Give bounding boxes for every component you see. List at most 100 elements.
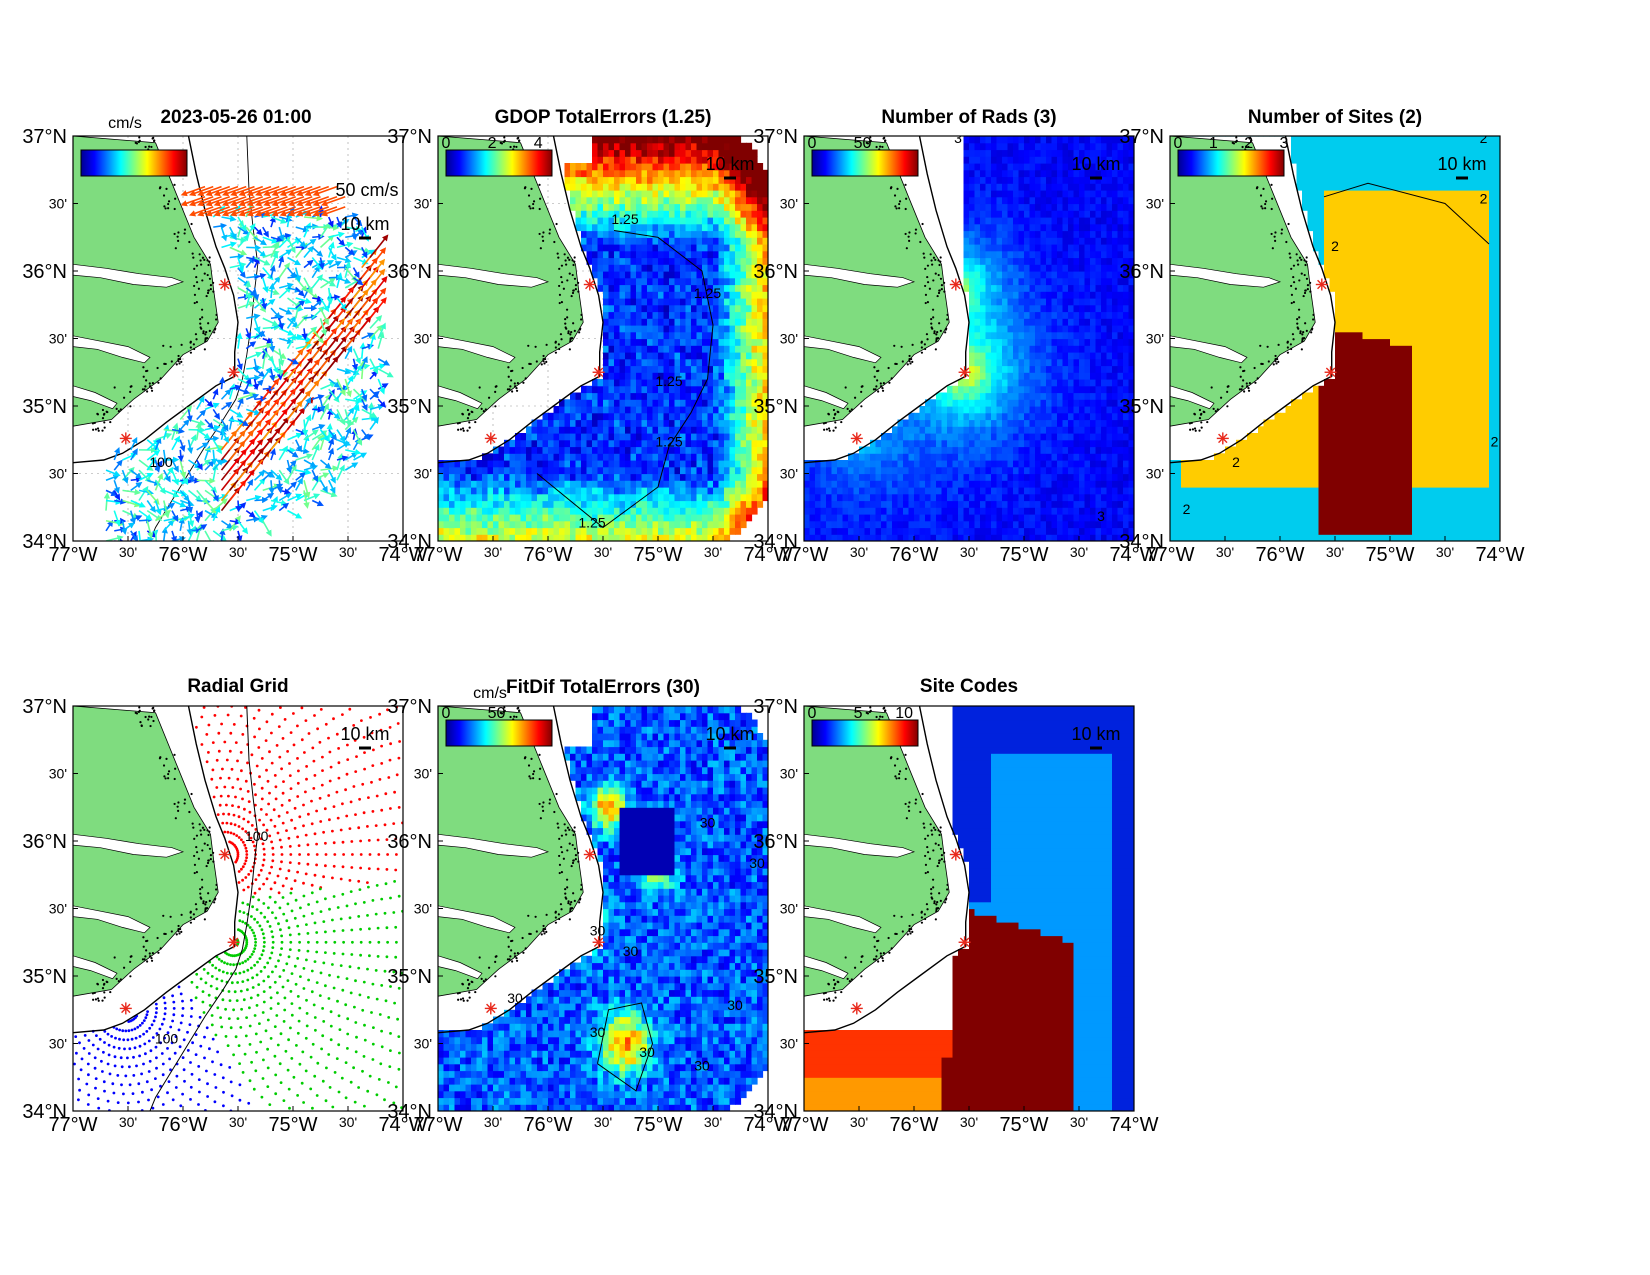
map-area: 2 2 2 2 2 2 — [1170, 136, 1500, 541]
lon-tick-label: 77°W — [48, 544, 97, 566]
river-2 — [438, 335, 516, 364]
land-layer — [73, 706, 239, 1034]
land-layer — [1170, 136, 1336, 464]
lat-tick-label: 37°N — [753, 126, 798, 148]
lat-tick-label: 36°N — [22, 831, 67, 853]
panel-title: Number of Sites (2) — [1248, 107, 1422, 128]
lon-tick-label: 76°W — [889, 544, 938, 566]
contour-label: 30 — [700, 815, 716, 831]
lat-tick-label: 34°N — [753, 531, 798, 553]
river-3 — [438, 955, 483, 980]
colorbar-tick: 2 — [1244, 135, 1253, 152]
contour-label: 1.25 — [694, 285, 721, 301]
colorbar-unit: cm/s — [108, 115, 142, 132]
contour-label: 30 — [590, 923, 606, 939]
lat-tick-label: 30' — [49, 766, 67, 782]
lat-tick-label: 30' — [49, 1036, 67, 1052]
lat-tick-label: 30' — [414, 1036, 432, 1052]
vector-scale-label: 50 cm/s — [335, 180, 398, 200]
river-1 — [438, 833, 550, 858]
river-3 — [73, 955, 118, 980]
radar-site-marker — [119, 432, 132, 445]
river-1 — [73, 833, 185, 858]
colorbar-tick: 0 — [808, 135, 817, 152]
lon-tick-label: 30' — [960, 1114, 978, 1130]
radar-site-marker — [949, 278, 962, 291]
colorbar-tick: 2 — [488, 135, 497, 152]
radar-site-marker — [592, 366, 605, 379]
panel-title: Radial Grid — [187, 676, 288, 697]
radar-site-marker — [850, 1002, 863, 1015]
lon-tick-label: 30' — [594, 544, 612, 560]
lon-tick-label: 30' — [484, 544, 502, 560]
lon-tick-label: 75°W — [633, 1114, 682, 1136]
lat-tick-label: 37°N — [387, 696, 432, 718]
lat-tick-label: 36°N — [22, 261, 67, 283]
marsh-dots — [91, 136, 218, 432]
colorbar-tick: 0 — [442, 705, 451, 722]
radar-site-marker — [1324, 366, 1337, 379]
panel-gdop: 1.25 1.25 1.25 1.25 1.25 37°N 30' 36°N 30' 35°N 30… — [387, 107, 792, 566]
lon-tick-label: 74°W — [1109, 1114, 1158, 1136]
river-2 — [73, 335, 151, 364]
lat-tick-label: 34°N — [22, 1101, 67, 1123]
land-layer — [438, 136, 604, 464]
panel-fitdif: 30 30 30 30 30 30 30 30 30 37°N 30' 36°N 30' 35°N 30' 3… — [387, 677, 792, 1136]
map-area: 33 — [804, 136, 1134, 541]
lon-tick-label: 30' — [704, 544, 722, 560]
lon-tick-label: 77°W — [779, 544, 828, 566]
lon-tick-label: 75°W — [633, 544, 682, 566]
lon-tick-label: 74°W — [378, 1114, 427, 1136]
colorbar-tick: 0 — [808, 705, 817, 722]
contour-label: 30 — [639, 1044, 655, 1060]
lat-tick-label: 37°N — [1119, 126, 1164, 148]
scale-bar-label: 10 km — [340, 214, 389, 234]
lat-tick-label: 30' — [414, 766, 432, 782]
river-1 — [1170, 263, 1282, 288]
coastline — [1170, 136, 1336, 464]
lon-tick-label: 76°W — [523, 544, 572, 566]
lat-tick-label: 30' — [1146, 466, 1164, 482]
lat-tick-label: 30' — [780, 766, 798, 782]
lat-tick-label: 37°N — [387, 126, 432, 148]
contour-line — [149, 706, 259, 1111]
lat-tick-label: 30' — [780, 466, 798, 482]
lat-tick-label: 30' — [1146, 196, 1164, 212]
river-3 — [73, 385, 118, 410]
radar-site-marker — [958, 936, 971, 949]
lat-tick-label: 35°N — [22, 396, 67, 418]
lat-tick-label: 35°N — [753, 966, 798, 988]
contour-label: 30 — [694, 1058, 710, 1074]
lon-tick-label: 30' — [960, 544, 978, 560]
nsites-field — [1170, 136, 1500, 541]
lon-tick-label: 76°W — [1255, 544, 1304, 566]
lat-tick-label: 30' — [414, 466, 432, 482]
lon-tick-label: 30' — [1436, 544, 1454, 560]
contour-label: 100 — [155, 1031, 179, 1047]
radar-site-marker — [227, 936, 240, 949]
contour-label: 3 — [1097, 508, 1105, 524]
marsh-dots — [822, 706, 949, 1002]
lat-tick-label: 37°N — [753, 696, 798, 718]
contour-line — [1323, 182, 1490, 245]
lon-tick-label: 76°W — [889, 1114, 938, 1136]
map-area: 100 100 — [73, 706, 403, 1111]
river-3 — [1170, 385, 1215, 410]
radar-site-marker — [958, 366, 971, 379]
lat-tick-label: 30' — [49, 901, 67, 917]
coastline — [804, 706, 970, 1034]
lon-tick-label: 77°W — [413, 1114, 462, 1136]
colorbar-tick: 50 — [488, 705, 506, 722]
colorbar-tick: 50 — [854, 135, 872, 152]
lat-tick-label: 36°N — [1119, 261, 1164, 283]
river-2 — [804, 905, 882, 934]
lon-tick-label: 74°W — [743, 544, 792, 566]
lon-tick-label: 30' — [229, 1114, 247, 1130]
lon-tick-label: 30' — [1326, 544, 1344, 560]
marsh-dots — [822, 136, 949, 432]
lat-tick-label: 34°N — [1119, 531, 1164, 553]
land-layer — [438, 706, 604, 1034]
lat-tick-label: 30' — [414, 331, 432, 347]
contour-label: 1.25 — [578, 515, 605, 531]
lat-tick-label: 34°N — [22, 531, 67, 553]
